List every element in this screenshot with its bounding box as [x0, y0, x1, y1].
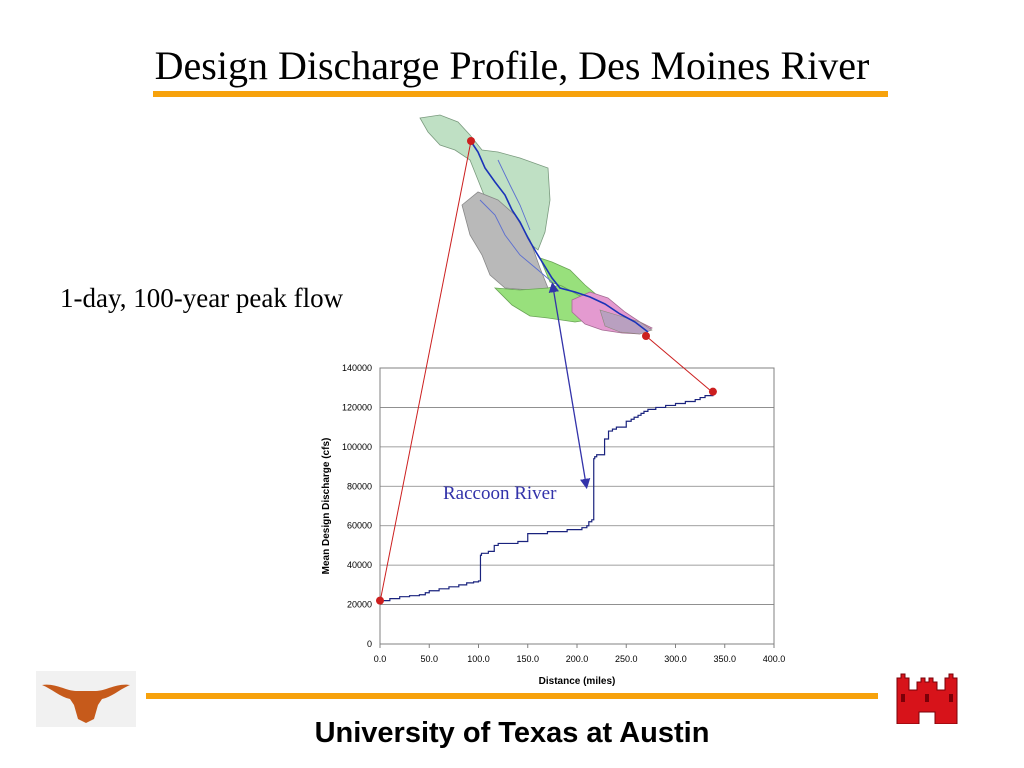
chart: 020000400006000080000100000120000140000 …	[321, 363, 785, 687]
y-tick-label: 0	[367, 639, 372, 649]
x-axis-title: Distance (miles)	[539, 676, 616, 687]
plot-area	[379, 367, 775, 645]
y-tick-label: 40000	[347, 560, 372, 570]
longhorn-logo-icon	[36, 671, 136, 727]
x-tick-label: 250.0	[615, 654, 638, 664]
y-axis-ticks: 0 20000 40000 60000 80000 100000 120000 140000	[342, 363, 372, 649]
x-axis-ticks: 0.0 50.0 100.0 150.0 200.0 250.0 300.0 350.0 400…	[374, 644, 786, 664]
x-tick-label: 100.0	[467, 654, 490, 664]
y-tick-label: 80000	[347, 481, 372, 491]
discharge-series-line	[380, 391, 714, 602]
main-river-line	[469, 139, 649, 333]
raccoon-river-label: Raccoon River	[443, 483, 557, 504]
start-connector-line	[379, 140, 472, 603]
chart-start-marker	[376, 596, 384, 605]
y-tick-label: 20000	[347, 600, 372, 610]
castle-logo-icon	[895, 672, 959, 725]
x-tick-label: 150.0	[516, 654, 539, 664]
x-tick-label: 350.0	[713, 654, 736, 664]
y-tick-label: 60000	[347, 521, 372, 531]
y-tick-label: 100000	[342, 442, 372, 452]
tributary-line	[497, 159, 531, 231]
raccoon-river-arrow	[548, 281, 591, 490]
x-tick-label: 0.0	[374, 654, 387, 664]
x-tick-label: 300.0	[664, 654, 687, 664]
map-end-marker	[642, 332, 650, 340]
flow-label: 1-day, 100-year peak flow	[60, 283, 344, 313]
slide-title: Design Discharge Profile, Des Moines Riv…	[154, 43, 870, 88]
title-underline	[153, 91, 888, 97]
map-start-marker	[467, 137, 475, 145]
y-tick-label: 140000	[342, 363, 372, 373]
end-connector-line	[645, 335, 712, 392]
y-axis-title: Mean Design Discharge (cfs)	[321, 438, 332, 575]
x-tick-label: 200.0	[566, 654, 589, 664]
tributary-line	[479, 199, 553, 283]
chart-end-marker	[708, 387, 717, 396]
y-tick-label: 120000	[342, 402, 372, 412]
footer-text: University of Texas at Austin	[314, 717, 710, 749]
x-tick-label: 400.0	[763, 654, 786, 664]
x-tick-label: 50.0	[420, 654, 438, 664]
footer-underline	[146, 693, 878, 699]
